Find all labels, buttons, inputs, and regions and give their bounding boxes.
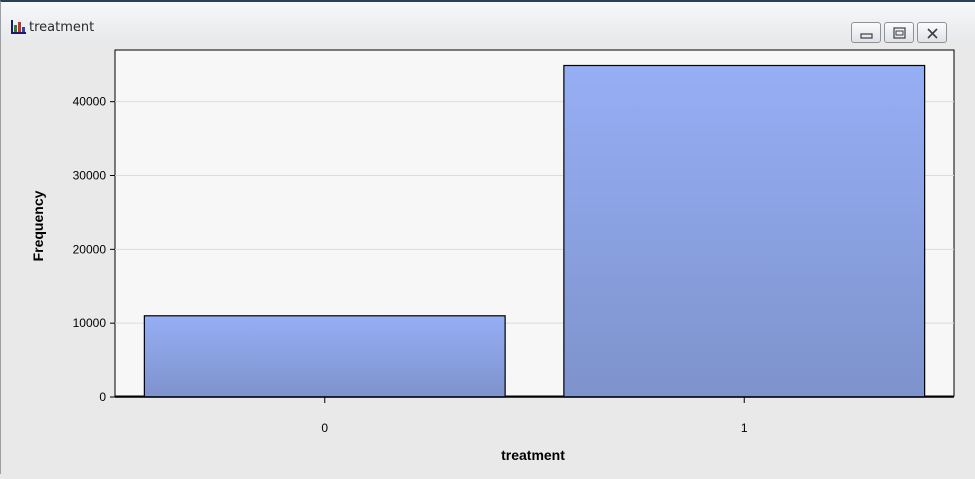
window-titlebar[interactable]: treatment bbox=[1, 2, 975, 43]
y-axis: 0 10000 20000 30000 40000 bbox=[73, 95, 115, 404]
close-icon bbox=[927, 28, 938, 39]
x-axis-title: treatment bbox=[501, 447, 565, 463]
close-button[interactable] bbox=[917, 22, 947, 43]
window-title: treatment bbox=[29, 20, 95, 35]
restore-button[interactable] bbox=[884, 22, 914, 43]
y-tick-label: 20000 bbox=[73, 242, 107, 256]
bar-1 bbox=[563, 64, 926, 398]
minimize-button[interactable] bbox=[851, 22, 881, 43]
bars bbox=[143, 64, 926, 398]
restore-icon bbox=[893, 27, 906, 39]
y-tick-label: 30000 bbox=[73, 169, 107, 183]
y-axis-title: Frequency bbox=[30, 190, 46, 261]
x-tick-label: 1 bbox=[741, 421, 748, 435]
y-tick-label: 10000 bbox=[73, 316, 107, 330]
y-tick-label: 40000 bbox=[73, 95, 107, 109]
x-tick-label: 0 bbox=[321, 421, 328, 435]
y-tick-label: 0 bbox=[99, 390, 106, 404]
bar-0 bbox=[143, 315, 506, 398]
bar-chart-icon bbox=[11, 20, 27, 34]
minimize-icon bbox=[860, 33, 873, 39]
